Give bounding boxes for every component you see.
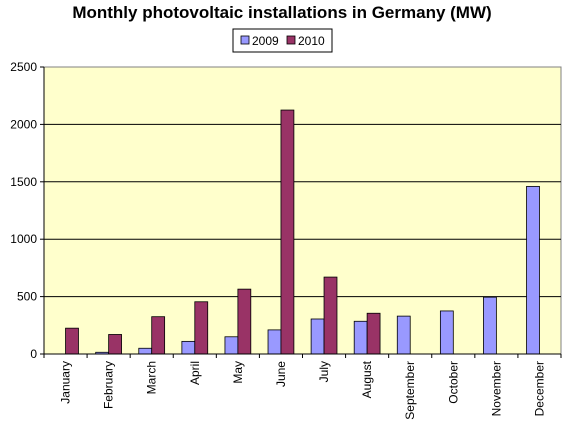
bar-2009-september xyxy=(396,315,411,355)
x-tick-label: November xyxy=(489,361,503,416)
x-tick-label: September xyxy=(403,361,417,420)
x-tick-label: July xyxy=(317,361,331,382)
bar-2010-june xyxy=(280,109,295,355)
y-tick-label: 2500 xyxy=(10,60,37,74)
bar-2010-august xyxy=(366,312,381,355)
bars xyxy=(65,109,540,355)
y-tick-label: 1000 xyxy=(10,232,37,246)
bar-2009-july xyxy=(310,318,325,355)
bar-2010-february xyxy=(108,334,122,355)
bar-2009-august xyxy=(353,320,368,355)
bar-2009-november xyxy=(483,296,497,355)
bar-2009-may xyxy=(224,336,239,355)
y-tick-label: 0 xyxy=(30,347,37,361)
legend-swatch-2009 xyxy=(240,35,250,45)
legend-swatch-2010 xyxy=(286,35,296,45)
x-tick-label: March xyxy=(145,361,159,394)
bar-2010-may xyxy=(237,288,252,355)
bar-2009-march xyxy=(138,347,153,355)
chart-title: Monthly photovoltaic installations in Ge… xyxy=(72,3,491,22)
legend-label-2009: 2009 xyxy=(252,34,279,48)
x-tick-label: December xyxy=(532,361,546,416)
x-tick-label: August xyxy=(360,360,374,398)
x-tick-label: April xyxy=(188,361,202,385)
bar-2009-october xyxy=(439,310,454,355)
x-tick-label: February xyxy=(102,361,116,409)
bar-2009-december xyxy=(526,185,540,355)
legend: 2009 2010 xyxy=(232,28,333,53)
bar-2009-june xyxy=(267,329,282,355)
x-tick-label: June xyxy=(274,361,288,387)
x-tick-label: October xyxy=(446,361,460,404)
bar-2010-march xyxy=(151,316,166,355)
bar-2009-april xyxy=(181,340,196,355)
legend-box xyxy=(232,28,333,53)
x-tick-label: May xyxy=(231,361,245,384)
bar-2010-july xyxy=(323,276,338,355)
x-tick-label: January xyxy=(59,361,73,404)
gridlines xyxy=(44,123,561,298)
y-tick-label: 1500 xyxy=(10,175,37,189)
bar-2010-january xyxy=(65,327,79,355)
bar-2010-april xyxy=(194,301,209,355)
legend-label-2010: 2010 xyxy=(298,34,325,48)
plot-area xyxy=(43,66,562,355)
y-axis-ticks: 0 500 1000 1500 2000 2500 xyxy=(10,60,44,361)
x-axis-ticks: January February March April May June July Augu… xyxy=(43,354,562,420)
y-tick-label: 500 xyxy=(17,290,37,304)
y-tick-label: 2000 xyxy=(10,117,37,131)
